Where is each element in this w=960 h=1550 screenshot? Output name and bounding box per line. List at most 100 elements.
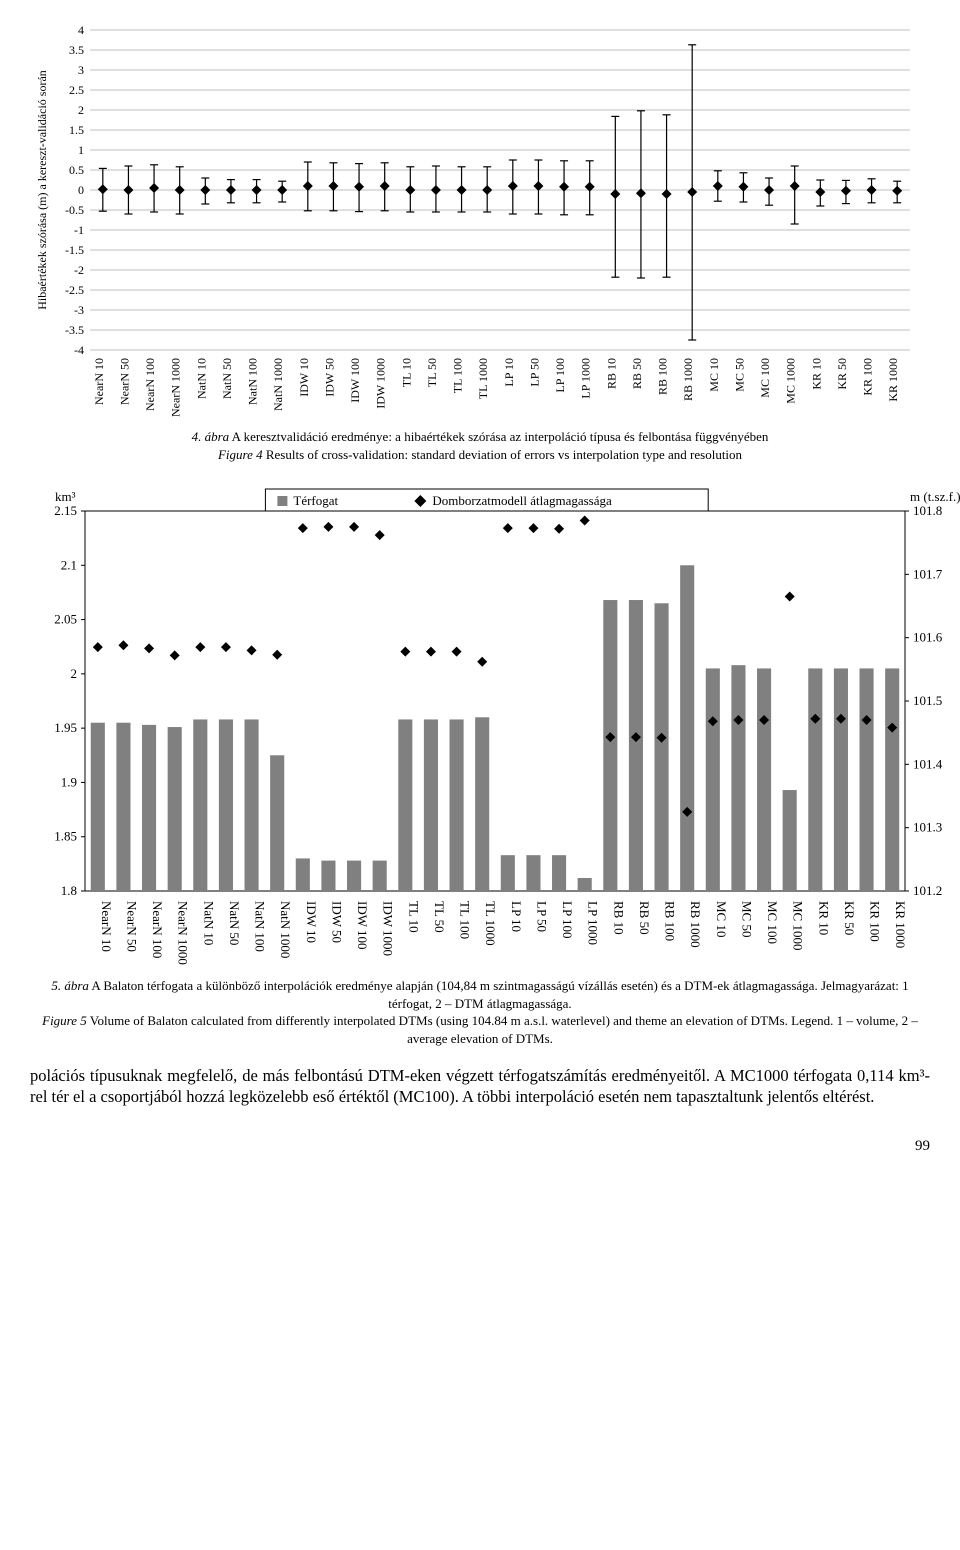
svg-text:4: 4	[78, 23, 84, 37]
svg-text:IDW 10: IDW 10	[304, 901, 319, 943]
svg-text:101.8: 101.8	[913, 503, 942, 518]
svg-text:LP 100: LP 100	[560, 901, 575, 938]
svg-text:MC 10: MC 10	[714, 901, 729, 937]
svg-text:KR 10: KR 10	[816, 901, 831, 935]
svg-text:1: 1	[78, 143, 84, 157]
svg-text:NatN 10: NatN 10	[194, 358, 208, 399]
svg-text:TL 1000: TL 1000	[476, 358, 490, 399]
caption1-text-en: Results of cross-validation: standard de…	[263, 447, 742, 462]
svg-text:RB 50: RB 50	[637, 901, 652, 935]
svg-text:IDW 100: IDW 100	[355, 901, 370, 950]
svg-text:KR 1000: KR 1000	[893, 901, 908, 948]
svg-text:MC 50: MC 50	[739, 901, 754, 937]
svg-text:2.15: 2.15	[54, 503, 77, 518]
svg-text:0: 0	[78, 183, 84, 197]
svg-text:NearN 1000: NearN 1000	[176, 901, 191, 965]
svg-text:1.8: 1.8	[61, 883, 77, 898]
svg-text:3: 3	[78, 63, 84, 77]
page-number: 99	[30, 1138, 930, 1155]
svg-text:Domborzatmodell átlagmagassága: Domborzatmodell átlagmagassága	[432, 493, 612, 508]
svg-text:TL 100: TL 100	[451, 358, 465, 393]
svg-text:MC 1000: MC 1000	[784, 358, 798, 404]
svg-text:RB 1000: RB 1000	[681, 358, 695, 401]
svg-text:NatN 1000: NatN 1000	[278, 901, 293, 958]
figure5-caption: 5. ábra A Balaton térfogata a különböző …	[30, 977, 930, 1047]
svg-text:Térfogat: Térfogat	[293, 493, 338, 508]
svg-text:101.2: 101.2	[913, 883, 942, 898]
svg-text:NatN 100: NatN 100	[246, 358, 260, 405]
body-paragraph: polációs típusuknak megfelelő, de más fe…	[30, 1065, 930, 1107]
svg-text:2.1: 2.1	[61, 557, 77, 572]
svg-text:1.85: 1.85	[54, 829, 77, 844]
svg-text:KR 10: KR 10	[809, 358, 823, 390]
svg-text:IDW 100: IDW 100	[348, 358, 362, 403]
svg-text:1.95: 1.95	[54, 720, 77, 735]
chart1-svg: -4-3.5-3-2.5-2-1.5-1-0.500.511.522.533.5…	[30, 20, 930, 420]
svg-text:TL 10: TL 10	[399, 358, 413, 387]
svg-text:KR 100: KR 100	[861, 358, 875, 396]
svg-text:NearN 10: NearN 10	[92, 358, 106, 405]
svg-text:NatN 50: NatN 50	[227, 901, 242, 945]
svg-text:101.5: 101.5	[913, 693, 942, 708]
svg-text:TL 1000: TL 1000	[483, 901, 498, 946]
svg-text:MC 100: MC 100	[758, 358, 772, 398]
caption2-fig-label-en: Figure 5	[42, 1013, 87, 1028]
svg-text:MC 100: MC 100	[765, 901, 780, 944]
svg-text:-4: -4	[74, 343, 84, 357]
svg-text:LP 50: LP 50	[527, 358, 541, 387]
svg-text:LP 1000: LP 1000	[586, 901, 601, 945]
svg-text:NatN 100: NatN 100	[253, 901, 268, 952]
svg-text:KR 50: KR 50	[835, 358, 849, 390]
svg-text:NearN 100: NearN 100	[143, 358, 157, 411]
svg-text:LP 10: LP 10	[502, 358, 516, 387]
caption2-text-en: Volume of Balaton calculated from differ…	[87, 1013, 918, 1046]
svg-text:KR 1000: KR 1000	[886, 358, 900, 402]
svg-text:TL 50: TL 50	[425, 358, 439, 387]
svg-text:1.5: 1.5	[69, 123, 84, 137]
svg-text:LP 100: LP 100	[553, 358, 567, 393]
svg-text:-3: -3	[74, 303, 84, 317]
svg-text:km³: km³	[55, 489, 76, 504]
svg-text:TL 100: TL 100	[458, 901, 473, 939]
chart2-svg: 1.81.851.91.9522.052.12.15101.2101.3101.…	[30, 481, 960, 969]
svg-text:KR 100: KR 100	[868, 901, 883, 942]
svg-text:IDW 50: IDW 50	[329, 901, 344, 943]
svg-text:NatN 1000: NatN 1000	[271, 358, 285, 411]
svg-text:LP 1000: LP 1000	[579, 358, 593, 399]
svg-text:LP 50: LP 50	[534, 901, 549, 932]
svg-text:101.4: 101.4	[913, 756, 943, 771]
svg-text:-0.5: -0.5	[65, 203, 84, 217]
caption2-text: A Balaton térfogata a különböző interpol…	[89, 978, 909, 1011]
svg-text:NearN 1000: NearN 1000	[169, 358, 183, 417]
svg-text:LP 10: LP 10	[509, 901, 524, 932]
svg-text:RB 10: RB 10	[604, 358, 618, 389]
svg-text:-2: -2	[74, 263, 84, 277]
svg-text:2: 2	[78, 103, 84, 117]
svg-text:Hibaértékek szórása (m) a kere: Hibaértékek szórása (m) a kereszt-validá…	[35, 70, 49, 310]
svg-text:NearN 50: NearN 50	[117, 358, 131, 405]
svg-text:NatN 50: NatN 50	[220, 358, 234, 399]
svg-text:RB 1000: RB 1000	[688, 901, 703, 948]
figure4-caption: 4. ábra A keresztvalidáció eredménye: a …	[30, 428, 930, 463]
caption1-text: A keresztvalidáció eredménye: a hibaérté…	[229, 429, 768, 444]
svg-text:2.5: 2.5	[69, 83, 84, 97]
svg-text:0.5: 0.5	[69, 163, 84, 177]
svg-text:NearN 10: NearN 10	[99, 901, 114, 952]
svg-text:NearN 100: NearN 100	[150, 901, 165, 958]
svg-text:101.6: 101.6	[913, 630, 943, 645]
svg-text:m (t.sz.f.): m (t.sz.f.)	[910, 489, 960, 504]
svg-text:NatN 10: NatN 10	[201, 901, 216, 945]
svg-text:MC 1000: MC 1000	[791, 901, 806, 950]
svg-text:MC 10: MC 10	[707, 358, 721, 392]
svg-text:TL 50: TL 50	[432, 901, 447, 933]
svg-text:RB 100: RB 100	[656, 358, 670, 395]
svg-text:TL 10: TL 10	[406, 901, 421, 933]
svg-text:RB 100: RB 100	[663, 901, 678, 941]
volume-chart: 1.81.851.91.9522.052.12.15101.2101.3101.…	[30, 481, 930, 969]
svg-text:RB 10: RB 10	[611, 901, 626, 935]
svg-text:MC 50: MC 50	[732, 358, 746, 392]
svg-text:3.5: 3.5	[69, 43, 84, 57]
svg-text:2: 2	[71, 666, 78, 681]
error-bar-chart: -4-3.5-3-2.5-2-1.5-1-0.500.511.522.533.5…	[30, 20, 930, 420]
svg-text:KR 50: KR 50	[842, 901, 857, 935]
